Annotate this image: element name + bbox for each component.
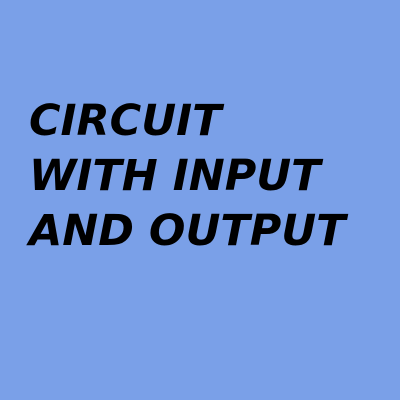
title-line-3: AND OUTPUT (29, 206, 346, 256)
title-line-1: CIRCUIT (29, 96, 222, 146)
title-line-2: WITH INPUT (29, 151, 321, 201)
title-text: CIRCUIT WITH INPUT AND OUTPUT (29, 94, 389, 259)
